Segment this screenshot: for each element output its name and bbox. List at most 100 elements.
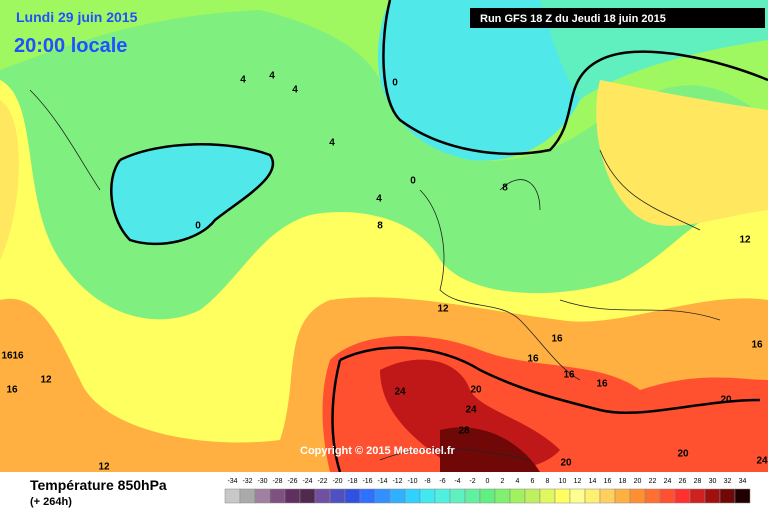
legend-label: 12	[574, 478, 582, 485]
legend-label: 14	[589, 478, 597, 485]
legend-label: -34	[227, 478, 237, 485]
legend-swatch	[555, 489, 570, 503]
legend-swatch	[675, 489, 690, 503]
legend-swatch	[615, 489, 630, 503]
legend-swatch	[540, 489, 555, 503]
legend-swatch	[570, 489, 585, 503]
legend-swatch	[660, 489, 675, 503]
contour-label: 4	[376, 194, 382, 205]
legend-label: -24	[302, 478, 312, 485]
legend-label: 24	[664, 478, 672, 485]
legend-label: -32	[242, 478, 252, 485]
contour-label: 12	[739, 235, 751, 246]
contour-label: 4	[240, 75, 246, 86]
contour-label: 0	[195, 221, 201, 232]
legend-label: 28	[694, 478, 702, 485]
contour-label: 12	[98, 462, 110, 473]
contour-label: 0	[410, 176, 416, 187]
legend-swatch	[285, 489, 300, 503]
contour-label: 12	[40, 375, 52, 386]
legend-swatch	[300, 489, 315, 503]
legend-label: -14	[377, 478, 387, 485]
contour-label: 16	[1, 351, 13, 362]
legend-label: 26	[679, 478, 687, 485]
legend-swatch	[345, 489, 360, 503]
contour-label: 8	[502, 183, 508, 194]
legend-swatch	[690, 489, 705, 503]
footer-title: Température 850hPa	[30, 477, 167, 493]
contour-label: 16	[551, 334, 563, 345]
legend-label: 6	[531, 478, 535, 485]
legend-label: 10	[559, 478, 567, 485]
legend-swatch	[645, 489, 660, 503]
legend-swatch	[360, 489, 375, 503]
legend-label: 20	[634, 478, 642, 485]
contour-label: 4	[269, 71, 275, 82]
contour-label: 8	[377, 221, 383, 232]
legend-swatch	[465, 489, 480, 503]
legend-swatch	[315, 489, 330, 503]
legend-label: -20	[332, 478, 342, 485]
legend-swatch	[255, 489, 270, 503]
legend-label: 18	[619, 478, 627, 485]
legend-label: 16	[604, 478, 612, 485]
legend-label: -18	[347, 478, 357, 485]
legend-label: -4	[454, 478, 460, 485]
legend-label: -22	[317, 478, 327, 485]
contour-label: 16	[12, 351, 24, 362]
color-legend: -34-32-30-28-26-24-22-20-18-16-14-12-10-…	[225, 478, 750, 503]
legend-label: 22	[649, 478, 657, 485]
legend-label: 0	[486, 478, 490, 485]
contour-label: 16	[527, 354, 539, 365]
contour-label: 24	[465, 405, 477, 416]
legend-swatch	[240, 489, 255, 503]
contour-label: 16	[6, 385, 18, 396]
contour-label: 4	[292, 85, 298, 96]
legend-swatch	[705, 489, 720, 503]
contour-label: 20	[677, 449, 689, 460]
legend-swatch	[720, 489, 735, 503]
legend-swatch	[525, 489, 540, 503]
legend-label: -10	[407, 478, 417, 485]
copyright: Copyright © 2015 Meteociel.fr	[300, 445, 456, 457]
legend-swatch	[375, 489, 390, 503]
legend-label: -28	[272, 478, 282, 485]
contour-label: 20	[720, 395, 732, 406]
legend-swatch	[450, 489, 465, 503]
legend-swatch	[735, 489, 750, 503]
legend-swatch	[330, 489, 345, 503]
legend-swatch	[435, 489, 450, 503]
legend-label: 4	[516, 478, 520, 485]
legend-swatch	[420, 489, 435, 503]
legend-swatch	[390, 489, 405, 503]
forecast-time: 20:00 locale	[14, 35, 127, 57]
legend-label: 30	[709, 478, 717, 485]
contour-label: 16	[563, 370, 575, 381]
legend-swatch	[495, 489, 510, 503]
legend-label: 34	[739, 478, 747, 485]
legend-label: -6	[439, 478, 445, 485]
contour-label: 4	[329, 138, 335, 149]
forecast-date: Lundi 29 juin 2015	[16, 9, 138, 25]
contour-label: 16	[751, 340, 763, 351]
legend-swatch	[600, 489, 615, 503]
contour-label: 20	[560, 458, 572, 469]
footer-lead: (+ 264h)	[30, 496, 72, 508]
legend-label: 2	[501, 478, 505, 485]
legend-label: -16	[362, 478, 372, 485]
legend-label: -12	[392, 478, 402, 485]
contour-label: 20	[470, 385, 482, 396]
legend-swatch	[585, 489, 600, 503]
contour-label: 28	[458, 426, 470, 437]
contour-label: 24	[756, 456, 768, 467]
contour-label: 0	[392, 78, 398, 89]
legend-label: -26	[287, 478, 297, 485]
legend-label: -8	[424, 478, 430, 485]
legend-label: -2	[469, 478, 475, 485]
contour-label: 16	[596, 379, 608, 390]
legend-swatch	[270, 489, 285, 503]
legend-swatch	[225, 489, 240, 503]
run-info: Run GFS 18 Z du Jeudi 18 juin 2015	[480, 13, 666, 25]
legend-swatch	[510, 489, 525, 503]
